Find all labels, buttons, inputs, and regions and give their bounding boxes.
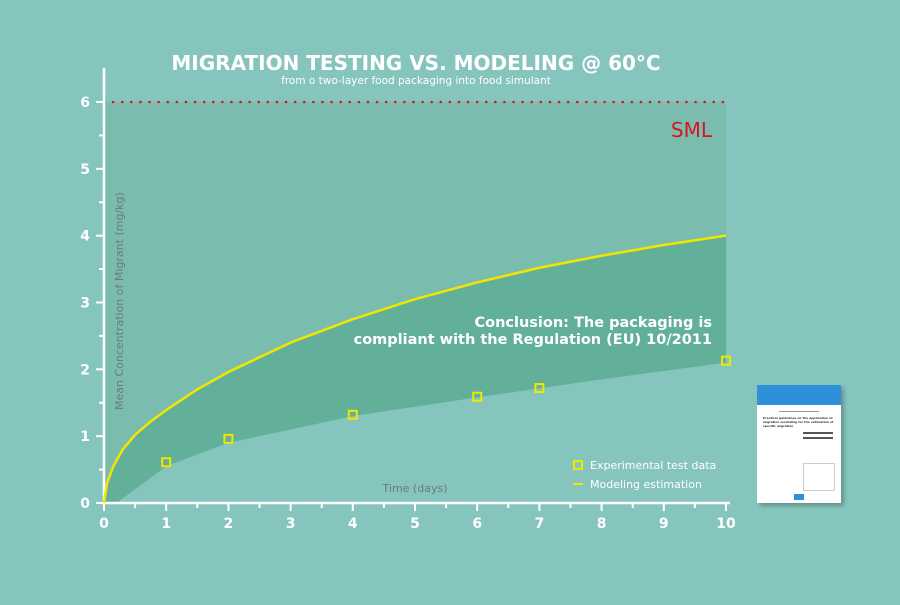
y-tick-label: 6: [80, 95, 90, 111]
model-band: [104, 235, 726, 503]
annotation-line-2: compliant with the Regulation (EU) 10/20…: [354, 332, 712, 348]
x-axis-label: Time (days): [382, 482, 448, 495]
guidelines-document-thumbnail: Practical guidelines on the application …: [757, 385, 841, 503]
thumbnail-rule: [803, 437, 833, 439]
sml-label: SML: [671, 118, 713, 142]
thumbnail-rule: [779, 411, 819, 412]
y-tick-label: 1: [80, 429, 90, 445]
x-tick-label: 7: [535, 516, 545, 532]
modeling-estimation-line: [102, 234, 727, 504]
experimental-data-point: [223, 433, 234, 444]
y-tick-label: 3: [80, 296, 90, 312]
x-tick-label: 6: [472, 516, 482, 532]
y-axis-label: Mean Concentration of Migrant (mg/kg): [113, 192, 126, 410]
experimental-data-point: [161, 457, 172, 468]
x-tick-label: 8: [597, 516, 607, 532]
y-tick-label: 0: [80, 496, 90, 512]
x-tick-label: 10: [716, 516, 736, 532]
upper-region: [104, 102, 726, 503]
eu-flag-banner: [757, 385, 841, 405]
experimental-data-point: [721, 355, 731, 366]
legend-label-modeling: Modeling estimation: [590, 478, 702, 491]
chart-title: MIGRATION TESTING VS. MODELING @ 60°C: [171, 51, 660, 75]
y-tick-label: 2: [80, 362, 90, 378]
annotation-line-1: Conclusion: The packaging is: [474, 315, 712, 331]
thumbnail-footer-logo: [794, 494, 804, 500]
x-tick-label: 0: [99, 516, 109, 532]
x-tick-label: 3: [286, 516, 296, 532]
experimental-data-point: [472, 391, 483, 402]
y-tick-label: 5: [80, 162, 90, 178]
thumbnail-mini-chart: [803, 463, 835, 491]
x-tick-label: 2: [224, 516, 234, 532]
chart-subtitle: from o two-layer food packaging into foo…: [281, 75, 551, 87]
legend: Experimental test data Modeling estimati…: [573, 459, 716, 491]
experimental-data-point: [534, 383, 545, 394]
legend-label-experimental: Experimental test data: [590, 459, 716, 472]
experimental-data-point: [347, 409, 358, 420]
x-tick-label: 5: [410, 516, 420, 532]
x-tick-label: 9: [659, 516, 669, 532]
y-tick-label: 4: [80, 229, 90, 245]
thumbnail-heading: Practical guidelines on the application …: [763, 416, 834, 428]
x-tick-label: 1: [161, 516, 171, 532]
thumbnail-rule: [803, 432, 833, 434]
x-tick-label: 4: [348, 516, 358, 532]
legend-marker-experimental: [573, 460, 583, 470]
